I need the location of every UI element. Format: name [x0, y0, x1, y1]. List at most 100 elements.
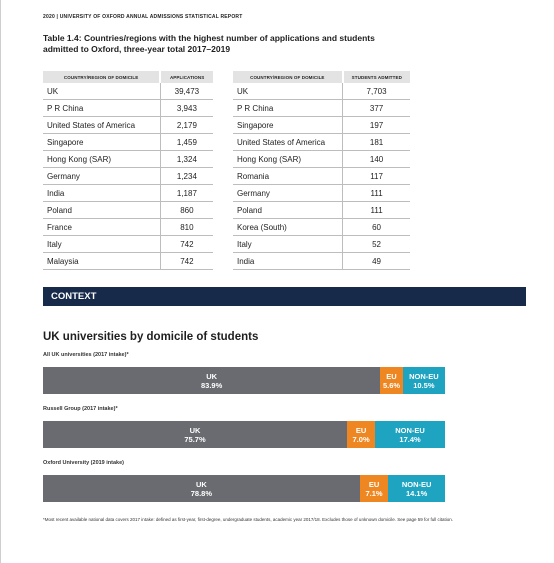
bar-segment-eu: EU 7.0%	[347, 421, 376, 448]
count-cell: 810	[159, 218, 213, 236]
table-row: UK 39,473	[43, 83, 213, 100]
segment-percent: 83.9%	[200, 380, 223, 390]
count-cell: 52	[342, 235, 410, 253]
count-cell: 1,324	[159, 150, 213, 168]
table-row: Korea (South) 60	[233, 218, 410, 236]
column-header-students-admitted: STUDENTS ADMITTED	[342, 71, 410, 83]
stacked-bar: UK 75.7% EU 7.0% NON-EU 17.4%	[43, 421, 445, 448]
country-cell: Italy	[233, 235, 343, 253]
segment-name: UK	[189, 425, 201, 435]
segment-percent: 7.0%	[352, 434, 370, 444]
country-cell: Singapore	[43, 133, 161, 151]
applications-table: COUNTRY/REGION OF DOMICILE APPLICATIONS …	[43, 71, 213, 270]
segment-name: NON-EU	[409, 371, 439, 381]
table-title: Table 1.4: Countries/regions with the hi…	[43, 33, 375, 54]
segment-name: NON-EU	[401, 479, 432, 489]
count-cell: 377	[342, 99, 410, 117]
count-cell: 181	[342, 133, 410, 151]
table-row: France 810	[43, 218, 213, 236]
table-row: UK 7,703	[233, 83, 410, 100]
footnote: *Most recent available national data cov…	[43, 517, 453, 522]
country-cell: UK	[43, 83, 161, 100]
table-row: United States of America 2,179	[43, 116, 213, 134]
running-head: 2020 | UNIVERSITY OF OXFORD ANNUAL ADMIS…	[43, 14, 243, 20]
admitted-table: COUNTRY/REGION OF DOMICILE STUDENTS ADMI…	[233, 71, 410, 270]
country-cell: India	[43, 184, 161, 202]
count-cell: 1,187	[159, 184, 213, 202]
country-cell: Germany	[233, 184, 343, 202]
count-cell: 3,943	[159, 99, 213, 117]
country-cell: India	[233, 252, 343, 270]
country-cell: United States of America	[233, 133, 343, 151]
table-row: United States of America 181	[233, 133, 410, 151]
table-row: Singapore 1,459	[43, 133, 213, 151]
country-cell: Romania	[233, 167, 343, 185]
country-cell: UK	[233, 83, 343, 100]
country-cell: Korea (South)	[233, 218, 343, 236]
count-cell: 39,473	[159, 83, 213, 100]
count-cell: 7,703	[342, 83, 410, 100]
bar-label: All UK universities (2017 intake)*	[43, 352, 129, 358]
bar-segment-noneu: NON-EU 10.5%	[402, 367, 445, 394]
section-title: UK universities by domicile of students	[43, 331, 259, 343]
column-header-country: COUNTRY/REGION OF DOMICILE	[233, 71, 344, 83]
segment-percent: 78.8%	[190, 488, 213, 498]
country-cell: Hong Kong (SAR)	[233, 150, 343, 168]
country-cell: Malaysia	[43, 252, 161, 270]
table-row: P R China 377	[233, 99, 410, 117]
bar-segment-eu: EU 5.6%	[380, 367, 403, 394]
segment-percent: 14.1%	[405, 488, 428, 498]
table-row: Malaysia 742	[43, 252, 213, 270]
table-row: India 1,187	[43, 184, 213, 202]
segment-name: EU	[368, 479, 380, 489]
column-header-applications: APPLICATIONS	[160, 71, 213, 83]
count-cell: 197	[342, 116, 410, 134]
segment-percent: 75.7%	[184, 434, 206, 444]
country-cell: Poland	[233, 201, 343, 219]
count-cell: 860	[159, 201, 213, 219]
count-cell: 60	[342, 218, 410, 236]
segment-name: NON-EU	[395, 425, 425, 435]
bar-segment-uk: UK 78.8%	[43, 475, 360, 502]
country-cell: P R China	[43, 99, 161, 117]
segment-name: UK	[206, 371, 218, 381]
segment-percent: 5.6%	[382, 380, 401, 390]
country-cell: Hong Kong (SAR)	[43, 150, 161, 168]
table-row: Hong Kong (SAR) 1,324	[43, 150, 213, 168]
table-header-row: COUNTRY/REGION OF DOMICILE STUDENTS ADMI…	[233, 71, 410, 83]
segment-name: EU	[386, 371, 397, 381]
table-row: Hong Kong (SAR) 140	[233, 150, 410, 168]
count-cell: 742	[159, 252, 213, 270]
country-cell: Germany	[43, 167, 161, 185]
table-row: Germany 111	[233, 184, 410, 202]
country-cell: P R China	[233, 99, 343, 117]
count-cell: 117	[342, 167, 410, 185]
country-cell: France	[43, 218, 161, 236]
column-header-country: COUNTRY/REGION OF DOMICILE	[43, 71, 162, 83]
table-row: Germany 1,234	[43, 167, 213, 185]
bar-segment-noneu: NON-EU 17.4%	[375, 421, 445, 448]
country-cell: Poland	[43, 201, 161, 219]
context-banner: CONTEXT	[43, 287, 526, 306]
segment-name: UK	[195, 479, 207, 489]
count-cell: 111	[342, 201, 410, 219]
table-row: Poland 111	[233, 201, 410, 219]
segment-percent: 7.1%	[365, 488, 383, 498]
count-cell: 1,459	[159, 133, 213, 151]
table-header-row: COUNTRY/REGION OF DOMICILE APPLICATIONS	[43, 71, 213, 83]
count-cell: 140	[342, 150, 410, 168]
segment-percent: 17.4%	[399, 434, 421, 444]
context-label: CONTEXT	[51, 291, 97, 302]
country-cell: United States of America	[43, 116, 161, 134]
table-row: Italy 52	[233, 235, 410, 253]
count-cell: 742	[159, 235, 213, 253]
segment-name: EU	[355, 425, 367, 435]
count-cell: 111	[342, 184, 410, 202]
table-row: Poland 860	[43, 201, 213, 219]
count-cell: 1,234	[159, 167, 213, 185]
bar-label: Oxford University (2019 intake)	[43, 460, 125, 466]
bar-segment-noneu: NON-EU 14.1%	[388, 475, 445, 502]
table-row: Singapore 197	[233, 116, 410, 134]
count-cell: 2,179	[159, 116, 213, 134]
country-cell: Italy	[43, 235, 161, 253]
